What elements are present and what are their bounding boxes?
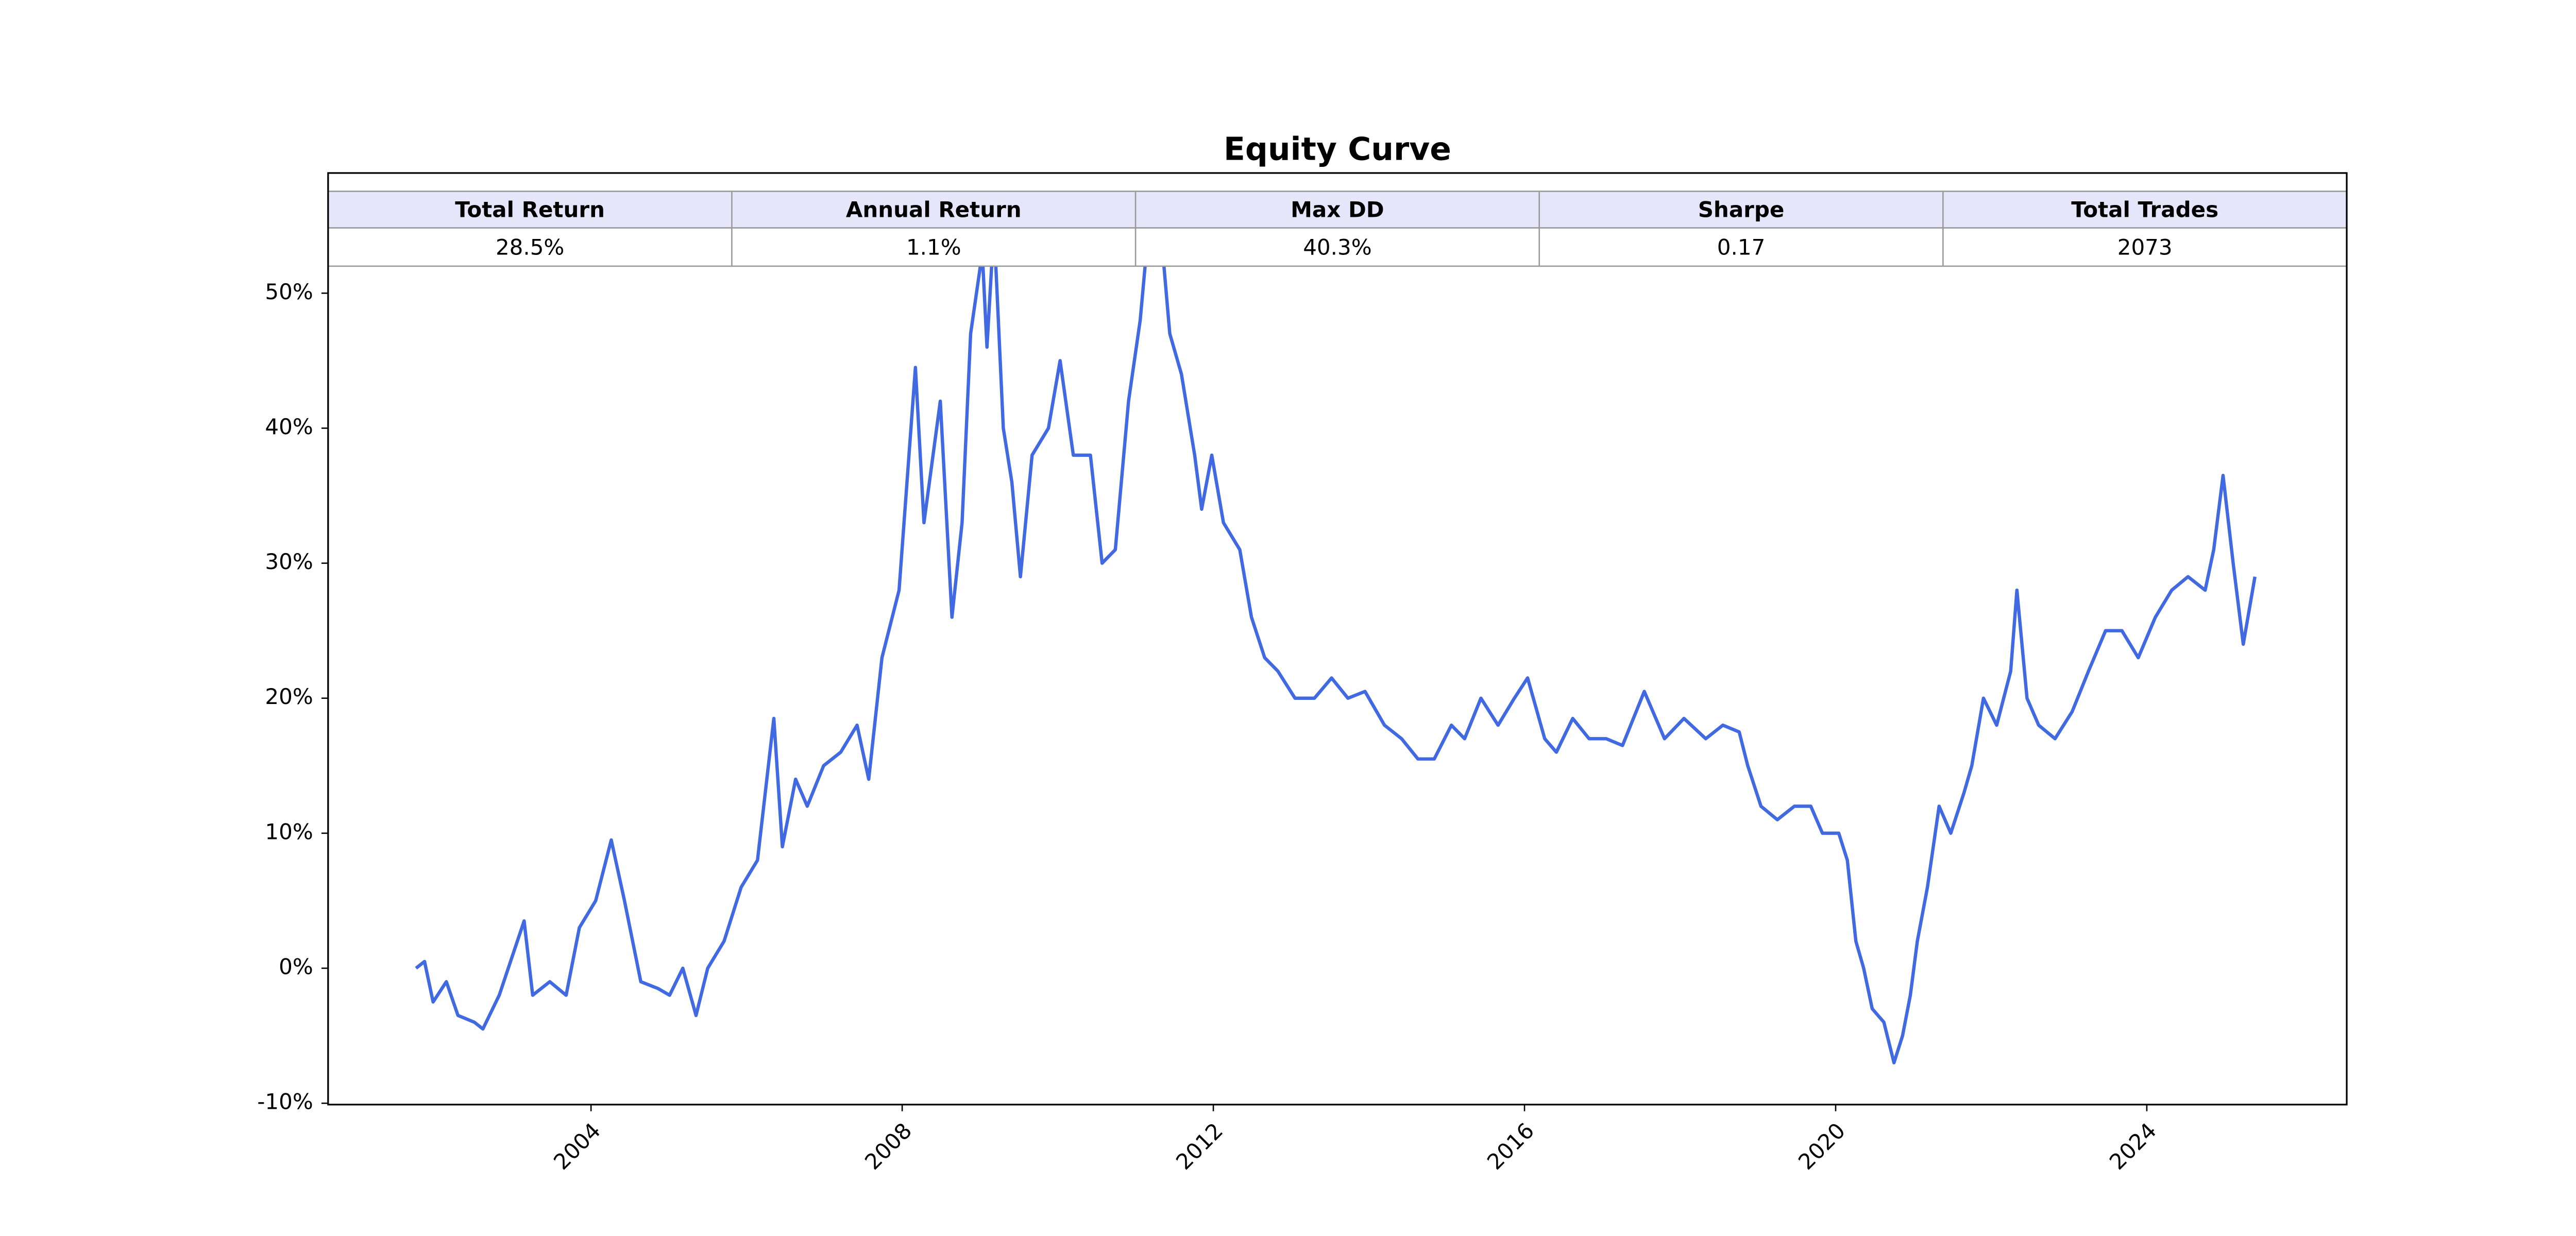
y-tick-label: 10% <box>265 819 313 844</box>
x-tick-label: 2012 <box>1171 1118 1228 1175</box>
y-tick-label: -10% <box>257 1089 313 1114</box>
x-tick-label: 2020 <box>1793 1118 1850 1175</box>
table-cell: 1.1% <box>906 234 961 260</box>
y-tick-label: 0% <box>279 954 313 980</box>
x-tick-label: 2008 <box>860 1118 917 1175</box>
table-body-bg <box>327 227 2348 267</box>
table-header: Total Trades <box>2071 197 2218 222</box>
table-header: Total Return <box>455 197 605 222</box>
table-cell: 0.17 <box>1717 234 1765 260</box>
y-tick-label: 20% <box>265 684 313 709</box>
x-tick-label: 2016 <box>1482 1118 1539 1175</box>
table-cell: 40.3% <box>1303 234 1371 260</box>
y-tick-label: 40% <box>265 414 313 439</box>
table-header: Sharpe <box>1698 197 1785 222</box>
y-tick-label: 50% <box>265 279 313 304</box>
chart-title: Equity Curve <box>1224 131 1451 168</box>
table-header: Annual Return <box>846 197 1022 222</box>
table-cell: 28.5% <box>496 234 564 260</box>
x-tick-label: 2024 <box>2105 1118 2161 1175</box>
table-header: Max DD <box>1291 197 1384 222</box>
x-tick-label: 2004 <box>549 1118 605 1175</box>
equity-line <box>415 224 2257 1065</box>
y-tick-label: 30% <box>265 549 313 574</box>
table-cell: 2073 <box>2117 234 2173 260</box>
plot-frame <box>327 172 2348 1106</box>
